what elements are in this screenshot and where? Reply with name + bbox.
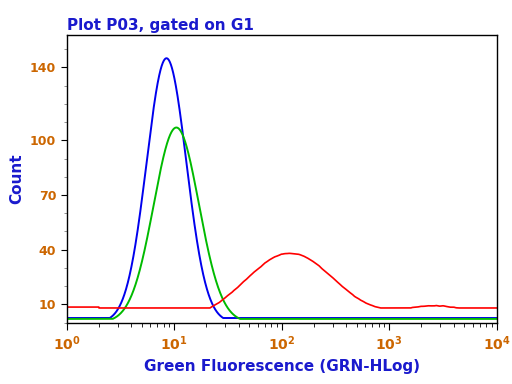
Text: Plot P03, gated on G1: Plot P03, gated on G1 <box>67 18 253 33</box>
Y-axis label: Count: Count <box>9 153 25 204</box>
X-axis label: Green Fluorescence (GRN-HLog): Green Fluorescence (GRN-HLog) <box>143 359 420 374</box>
